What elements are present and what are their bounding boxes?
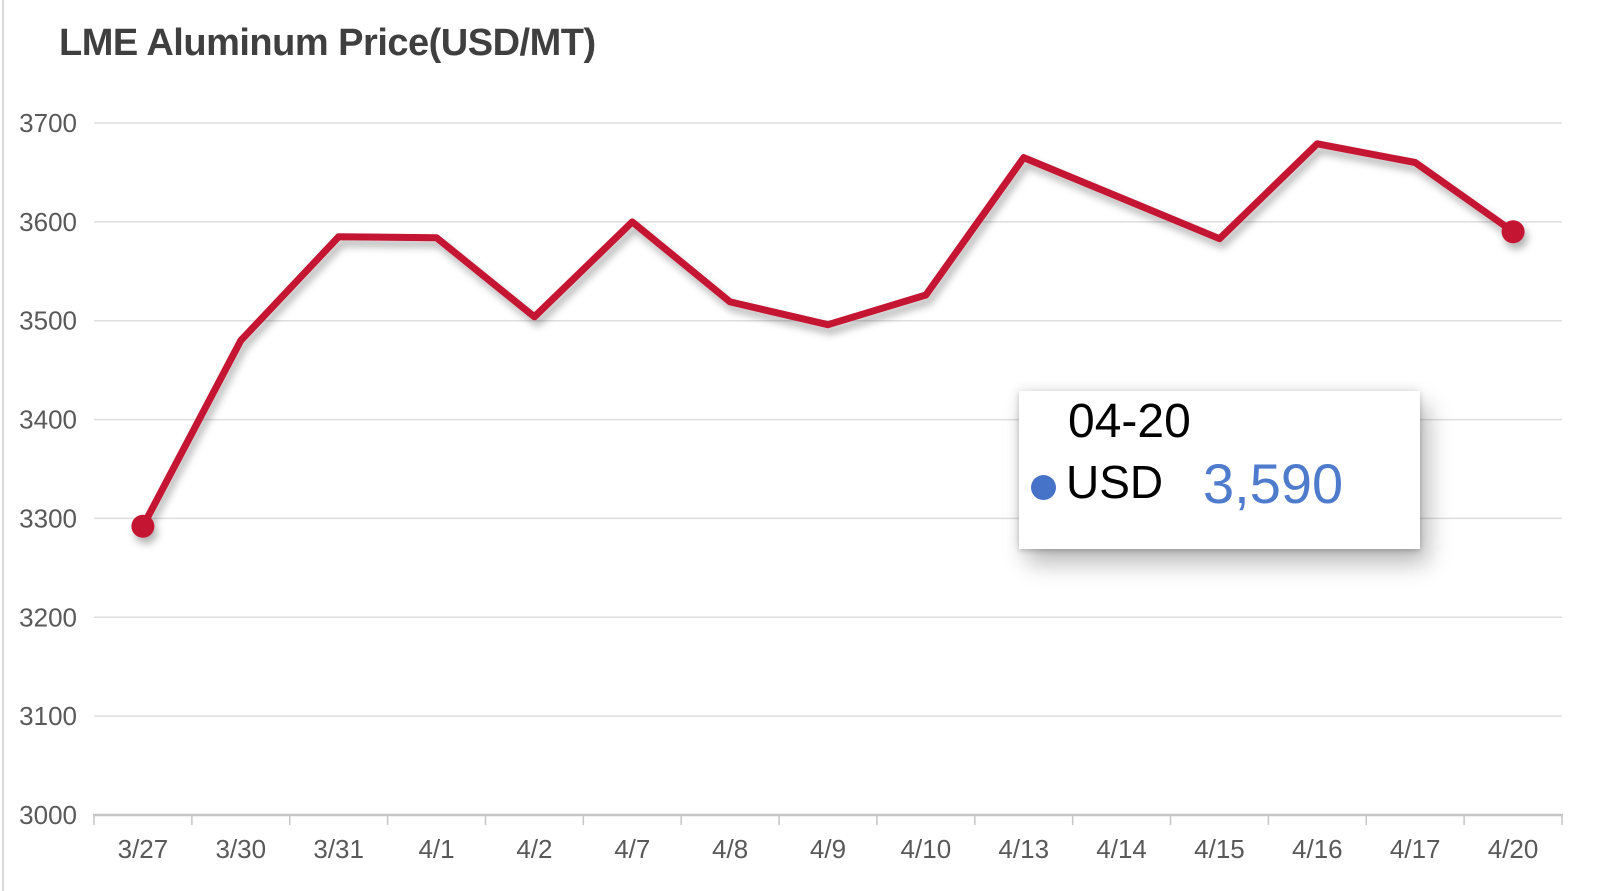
svg-text:4/13: 4/13 bbox=[998, 834, 1049, 864]
svg-text:3/31: 3/31 bbox=[313, 834, 364, 864]
chart-title: LME Aluminum Price(USD/MT) bbox=[59, 22, 596, 64]
left-border-line bbox=[2, 0, 4, 891]
svg-text:4/7: 4/7 bbox=[614, 834, 650, 864]
svg-text:3500: 3500 bbox=[19, 306, 77, 336]
tooltip-series-label: USD bbox=[1066, 456, 1164, 508]
svg-text:3/27: 3/27 bbox=[118, 834, 169, 864]
svg-text:3300: 3300 bbox=[19, 503, 77, 533]
tooltip-value: 3,590 bbox=[1203, 452, 1344, 515]
svg-text:3600: 3600 bbox=[19, 207, 77, 237]
chart-tooltip: 04-20 USD 3,590 bbox=[1019, 391, 1420, 549]
svg-text:4/2: 4/2 bbox=[516, 834, 552, 864]
svg-text:3/30: 3/30 bbox=[215, 834, 266, 864]
svg-text:3700: 3700 bbox=[19, 108, 77, 138]
tooltip-date: 04-20 bbox=[1068, 395, 1191, 448]
svg-text:3100: 3100 bbox=[19, 701, 77, 731]
series-dot-icon bbox=[1031, 475, 1056, 500]
svg-text:3200: 3200 bbox=[19, 602, 77, 632]
svg-text:4/10: 4/10 bbox=[901, 834, 952, 864]
svg-text:4/8: 4/8 bbox=[712, 834, 748, 864]
svg-text:3400: 3400 bbox=[19, 405, 77, 435]
svg-text:3000: 3000 bbox=[19, 800, 77, 830]
svg-text:4/14: 4/14 bbox=[1096, 834, 1147, 864]
svg-text:4/1: 4/1 bbox=[418, 834, 454, 864]
svg-text:4/20: 4/20 bbox=[1488, 834, 1539, 864]
svg-text:4/9: 4/9 bbox=[810, 834, 846, 864]
svg-text:4/16: 4/16 bbox=[1292, 834, 1343, 864]
svg-text:4/17: 4/17 bbox=[1390, 834, 1441, 864]
svg-text:4/15: 4/15 bbox=[1194, 834, 1245, 864]
